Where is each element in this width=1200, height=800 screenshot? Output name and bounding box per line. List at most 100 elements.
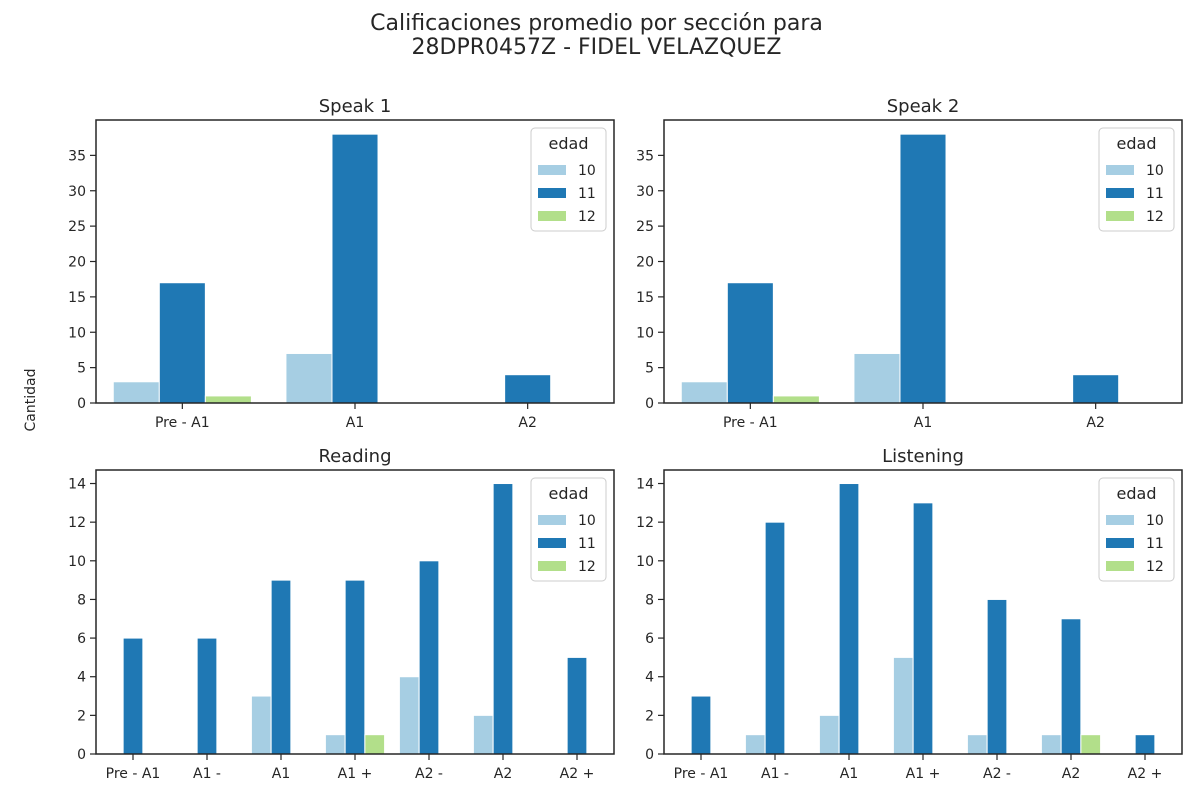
panel-2-xtick-label: Pre - A1	[723, 415, 778, 431]
panel-3-legend-title: edad	[549, 484, 589, 503]
panel-2-bar	[726, 282, 774, 404]
panel-2-bar	[853, 352, 901, 404]
panel-4-xtick-label: A1 -	[761, 766, 789, 782]
panel-2-bar	[1072, 374, 1120, 404]
panel-1-legend-label: 10	[578, 163, 596, 179]
panel-3-xtick-label: Pre - A1	[106, 766, 161, 782]
panel-2-legend-swatch	[1106, 188, 1134, 198]
panel-4-title: Listening	[882, 446, 964, 467]
panel-3-legend-swatch	[538, 538, 566, 548]
panel-4-bar	[912, 502, 934, 755]
figure-title: Calificaciones promedio por sección para…	[0, 12, 1193, 60]
panel-1-bar	[112, 381, 160, 404]
panel-4-bar	[1060, 618, 1082, 755]
panel-4-ytick-label: 2	[645, 708, 654, 724]
figure-title-line-2: 28DPR0457Z - FIDEL VELAZQUEZ	[411, 35, 782, 60]
panel-2-legend-label: 11	[1146, 186, 1164, 202]
panel-4-ytick-label: 10	[636, 554, 654, 570]
panel-1-title: Speak 1	[319, 96, 392, 117]
panel-3-bar	[566, 656, 588, 755]
panel-1-ytick-label: 10	[68, 325, 86, 341]
panel-3-bar	[250, 695, 272, 755]
panel-2-ytick-label: 5	[645, 361, 654, 377]
panel-4-xtick-label: Pre - A1	[674, 766, 729, 782]
panel-3-bar	[196, 637, 218, 755]
panel-1-legend-swatch	[538, 165, 566, 175]
panel-4-legend-label: 11	[1146, 536, 1164, 552]
panel-2-xtick-label: A2	[1086, 415, 1104, 431]
panel-3-bar	[418, 560, 440, 755]
panel-1-legend-box	[530, 127, 607, 232]
panel-2-ytick-label: 30	[636, 184, 654, 200]
panel-3-bar	[398, 676, 420, 755]
panel-4-bar	[690, 695, 712, 755]
panel-1-xtick-label: A2	[518, 415, 536, 431]
panel-3-legend-label: 12	[578, 559, 596, 575]
panel-4-xtick-label: A2 +	[1128, 766, 1163, 782]
panel-1-xtick-label: A1	[346, 415, 364, 431]
panel-2-ytick-label: 20	[636, 255, 654, 271]
panel-3-xtick-label: A2	[494, 766, 512, 782]
panel-3-bar	[472, 714, 494, 755]
panel-1-ytick-label: 30	[68, 184, 86, 200]
panel-2-xtick-label: A1	[914, 415, 932, 431]
panel-1-bar	[331, 133, 379, 404]
panel-2-legend-box	[1098, 127, 1175, 232]
panel-4-bar	[818, 714, 840, 755]
panel-2-ytick-label: 0	[645, 396, 654, 412]
panel-4-legend-swatch	[1106, 538, 1134, 548]
panel-3-legend-label: 11	[578, 536, 596, 552]
panel-3-legend-label: 10	[578, 513, 596, 529]
panel-2-legend-title: edad	[1117, 134, 1157, 153]
panel-3-xtick-label: A1 -	[193, 766, 221, 782]
panel-4-xtick-label: A2	[1062, 766, 1080, 782]
panel-4-ytick-label: 8	[645, 592, 654, 608]
panel-3-xtick-label: A1	[272, 766, 290, 782]
panel-3-axes-frame	[95, 469, 615, 755]
panel-4-legend-swatch	[1106, 515, 1134, 525]
panel-1-legend-label: 12	[578, 209, 596, 225]
panel-1-ytick-label: 20	[68, 255, 86, 271]
panel-4-bar	[892, 656, 914, 755]
panel-3-ytick-label: 0	[77, 747, 86, 763]
panel-3-legend-box	[530, 477, 607, 582]
panel-3-legend-swatch	[538, 515, 566, 525]
panel-1-bar	[204, 395, 252, 404]
panel-1-ytick-label: 5	[77, 361, 86, 377]
panel-1-bar	[158, 282, 206, 404]
panel-3-ytick-label: 8	[77, 592, 86, 608]
panel-4-bar	[966, 734, 988, 755]
panel-4-legend-swatch	[1106, 561, 1134, 571]
panel-3-xtick-label: A1 +	[338, 766, 373, 782]
panel-1-ytick-label: 35	[68, 148, 86, 164]
panel-1-legend-title: edad	[549, 134, 589, 153]
panel-1-bar	[504, 374, 552, 404]
panel-3-xtick-label: A2 -	[415, 766, 443, 782]
panel-4-ytick-label: 4	[645, 670, 654, 686]
panel-3-ytick-label: 14	[68, 477, 86, 493]
panel-1-legend-label: 11	[578, 186, 596, 202]
panel-2-bar	[772, 395, 820, 404]
panel-1-xtick-label: Pre - A1	[155, 415, 210, 431]
panel-1-legend-swatch	[538, 188, 566, 198]
panel-4-legend-label: 12	[1146, 559, 1164, 575]
panel-3-bar	[364, 734, 386, 755]
panel-3-bar	[344, 579, 366, 755]
panel-4-xtick-label: A2 -	[983, 766, 1011, 782]
panel-4-bar	[838, 483, 860, 755]
panel-4-legend-label: 10	[1146, 513, 1164, 529]
panel-4-axes-frame	[663, 469, 1183, 755]
panel-3-ytick-label: 2	[77, 708, 86, 724]
panel-3-ytick-label: 6	[77, 631, 86, 647]
panel-2-bar	[899, 133, 947, 404]
panel-4-bar	[986, 598, 1008, 755]
panel-2-ytick-label: 15	[636, 290, 654, 306]
panel-4-ytick-label: 12	[636, 515, 654, 531]
panel-2-title: Speak 2	[887, 96, 960, 117]
panel-2-bar	[680, 381, 728, 404]
panel-2-legend-swatch	[1106, 211, 1134, 221]
panel-1-ytick-label: 0	[77, 396, 86, 412]
panel-3-title: Reading	[318, 446, 391, 467]
panel-4-bar	[1134, 734, 1156, 755]
